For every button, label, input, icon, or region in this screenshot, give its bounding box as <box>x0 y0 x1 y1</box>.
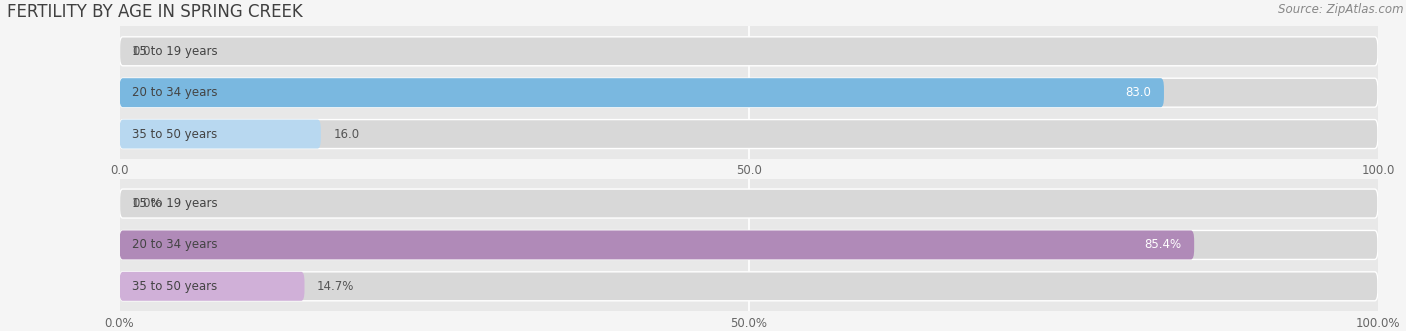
Text: 35 to 50 years: 35 to 50 years <box>132 127 218 141</box>
FancyBboxPatch shape <box>120 78 1378 107</box>
Text: 0.0: 0.0 <box>132 45 150 58</box>
Text: 14.7%: 14.7% <box>318 280 354 293</box>
Text: 35 to 50 years: 35 to 50 years <box>132 280 218 293</box>
Text: Source: ZipAtlas.com: Source: ZipAtlas.com <box>1278 3 1403 16</box>
Text: 0.0%: 0.0% <box>132 197 162 210</box>
Text: 20 to 34 years: 20 to 34 years <box>132 86 218 99</box>
Text: 20 to 34 years: 20 to 34 years <box>132 238 218 252</box>
FancyBboxPatch shape <box>120 272 1378 301</box>
Text: 15 to 19 years: 15 to 19 years <box>132 45 218 58</box>
Text: FERTILITY BY AGE IN SPRING CREEK: FERTILITY BY AGE IN SPRING CREEK <box>7 3 302 21</box>
FancyBboxPatch shape <box>120 119 1378 149</box>
Text: 15 to 19 years: 15 to 19 years <box>132 197 218 210</box>
FancyBboxPatch shape <box>120 37 1378 66</box>
Text: 85.4%: 85.4% <box>1144 238 1181 252</box>
FancyBboxPatch shape <box>120 189 1378 218</box>
Text: 16.0: 16.0 <box>333 127 360 141</box>
Text: 83.0: 83.0 <box>1125 86 1152 99</box>
FancyBboxPatch shape <box>120 119 321 149</box>
FancyBboxPatch shape <box>120 272 305 301</box>
FancyBboxPatch shape <box>120 230 1378 260</box>
FancyBboxPatch shape <box>120 78 1164 107</box>
FancyBboxPatch shape <box>120 230 1194 260</box>
